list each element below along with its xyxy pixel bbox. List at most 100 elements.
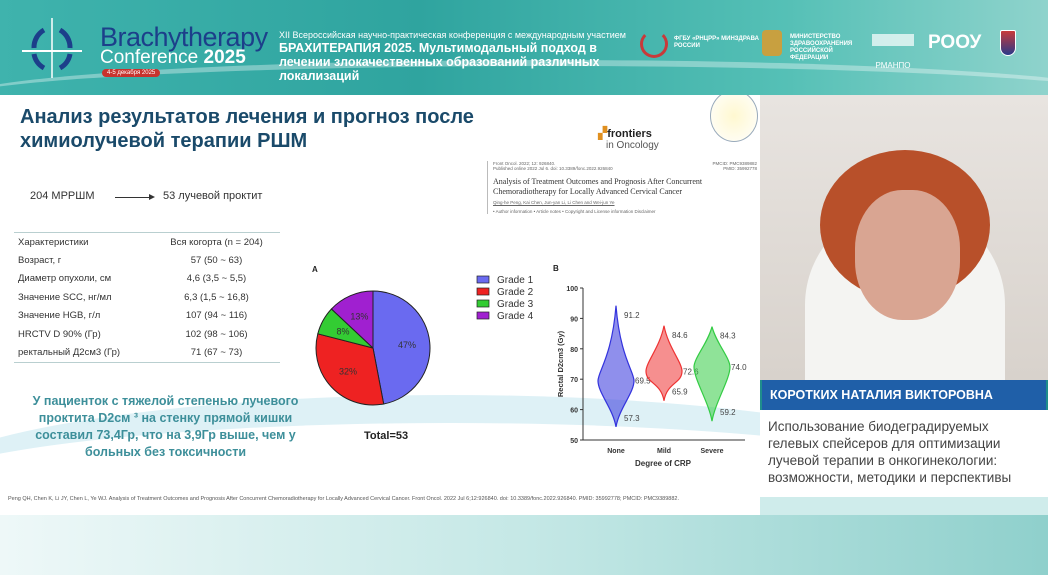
pie-label: 32% bbox=[339, 366, 357, 376]
legend-label: Grade 2 bbox=[497, 287, 534, 298]
shield-logo-icon bbox=[1000, 30, 1016, 56]
pie-label: 47% bbox=[398, 340, 416, 350]
presentation-slide: Анализ результатов лечения и прогноз пос… bbox=[0, 95, 760, 515]
y-tick-label: 100 bbox=[566, 286, 578, 293]
panel-label: B bbox=[553, 264, 559, 273]
min-label: 65.9 bbox=[672, 388, 688, 397]
table-cell: HRCTV D 90% (Гр) bbox=[18, 328, 101, 340]
conference-title: БРАХИТЕРАПИЯ 2025. Мультимодальный подхо… bbox=[279, 41, 600, 83]
min-label: 59.2 bbox=[720, 408, 736, 417]
y-tick-label: 50 bbox=[570, 438, 578, 445]
min-label: 57.3 bbox=[624, 414, 640, 423]
conference-header: Brachytherapy Conference 2025 4-5 декабр… bbox=[0, 0, 1048, 95]
table-header: Вся когорта (n = 204) bbox=[170, 236, 263, 248]
conference-subtitle: XII Всероссийская научно-практическая ко… bbox=[279, 30, 626, 40]
partner-roou: РООУ bbox=[928, 32, 982, 53]
y-tick-label: 70 bbox=[570, 377, 578, 384]
brand-year: 2025 bbox=[203, 47, 246, 68]
partner-minzdrav: МИНИСТЕРСТВО ЗДРАВООХРАНЕНИЯ РОССИЙСКОЙ … bbox=[762, 30, 872, 62]
y-tick-label: 60 bbox=[570, 408, 578, 415]
max-label: 91.2 bbox=[624, 311, 640, 320]
median-label: 74.0 bbox=[731, 363, 747, 372]
pie-label: 8% bbox=[337, 327, 350, 337]
article-pmid: PMID: 35992778 bbox=[723, 166, 757, 171]
violin-shape bbox=[645, 325, 683, 401]
max-label: 84.6 bbox=[672, 331, 688, 340]
article-pmcid: PMCID: PMC9389882 bbox=[712, 161, 757, 166]
table-cell: 57 (50 ~ 63) bbox=[190, 254, 243, 266]
partner-rncrr: ФГБУ «РНЦРР» МИНЗДРАВА РОССИИ bbox=[640, 30, 760, 58]
pie-slice bbox=[372, 290, 431, 405]
x-tick-label: Mild bbox=[657, 448, 671, 455]
table-header: Характеристики bbox=[18, 236, 89, 248]
table-cell: Значение HGB, г/л bbox=[18, 310, 101, 322]
article-title: Analysis of Treatment Outcomes and Progn… bbox=[493, 177, 703, 196]
x-tick-label: Severe bbox=[701, 448, 724, 455]
journal-logo: ▞frontiers in Oncology bbox=[598, 127, 659, 151]
brand-conference: Conference bbox=[100, 47, 204, 68]
partner-label: ФГБУ «РНЦРР» МИНЗДРАВА РОССИИ bbox=[674, 36, 759, 49]
brand-subtitle: Conference 2025 bbox=[100, 47, 246, 69]
arrow-right-icon bbox=[115, 194, 155, 200]
median-label: 69.5 bbox=[635, 377, 651, 386]
emblem-icon bbox=[762, 30, 782, 56]
rncrr-logo-icon bbox=[640, 30, 668, 58]
max-label: 84.3 bbox=[720, 332, 736, 341]
article-links: • Author information • Article notes • C… bbox=[493, 209, 656, 214]
article-authors: Qing-he Peng, Kai Chen, Jun-yan Li, Li C… bbox=[493, 200, 615, 205]
x-tick-label: None bbox=[607, 448, 625, 455]
legend-label: Grade 1 bbox=[497, 275, 534, 286]
speaker-face bbox=[855, 190, 960, 320]
x-axis-label: Degree of CRP bbox=[635, 459, 692, 468]
article-header: Front Oncol. 2022; 12: 926840. PMCID: PMC… bbox=[487, 161, 757, 214]
partner-label: МИНИСТЕРСТВО ЗДРАВООХРАНЕНИЯ РОССИЙСКОЙ … bbox=[790, 34, 853, 61]
flow-left: 204 МРРШМ bbox=[30, 190, 95, 202]
journal-name: frontiers bbox=[607, 128, 652, 140]
table-cell: 6,3 (1,5 ~ 16,8) bbox=[184, 291, 249, 303]
table-header-row: Характеристики Вся когорта (n = 204) bbox=[14, 233, 280, 252]
journal-sub: in Oncology bbox=[606, 140, 659, 151]
article-published: Published online 2022 Jul 6. doi: 10.338… bbox=[493, 166, 613, 171]
pie-total: Total=53 bbox=[364, 430, 409, 442]
footer-background bbox=[0, 515, 1048, 575]
table-row: Значение SCC, нг/мл 6,3 (1,5 ~ 16,8) bbox=[14, 288, 280, 307]
legend-swatch bbox=[476, 299, 490, 308]
table-cell: 71 (67 ~ 73) bbox=[190, 347, 243, 358]
date-badge: 4-5 декабря 2025 bbox=[102, 69, 161, 77]
legend-label: Grade 4 bbox=[497, 311, 534, 322]
table-cell: Значение SCC, нг/мл bbox=[18, 291, 112, 303]
panel-label: A bbox=[312, 265, 318, 274]
legend-swatch bbox=[476, 311, 490, 320]
table-cell: 107 (94 ~ 116) bbox=[185, 310, 248, 322]
y-axis-label: Rectal D2cm3 (Gy) bbox=[556, 330, 565, 397]
decorative-wave bbox=[0, 60, 1048, 95]
table-cell: 102 (98 ~ 106) bbox=[185, 328, 248, 340]
table-row: Значение HGB, г/л 107 (94 ~ 116) bbox=[14, 307, 280, 326]
legend-label: Grade 3 bbox=[497, 299, 534, 310]
table-row: HRCTV D 90% (Гр) 102 (98 ~ 106) bbox=[14, 325, 280, 344]
article-cite: Front Oncol. 2022; 12: 926840. bbox=[493, 161, 556, 166]
speaker-video bbox=[760, 95, 1048, 380]
pie-slice bbox=[330, 290, 374, 350]
characteristics-table: Характеристики Вся когорта (n = 204) Возр… bbox=[14, 232, 280, 363]
legend-swatch bbox=[476, 287, 490, 296]
violin-shape bbox=[597, 305, 635, 428]
table-cell: 4,6 (3,5 ~ 5,5) bbox=[186, 273, 247, 285]
table-row: Возраст, г 57 (50 ~ 63) bbox=[14, 251, 280, 270]
pie-label: 13% bbox=[350, 312, 368, 322]
talk-title: Использование биодеградируемых гелевых с… bbox=[760, 410, 1048, 497]
violin-shape bbox=[693, 326, 731, 422]
brand-title: Brachytherapy bbox=[100, 22, 268, 52]
conclusion-text: У пациенток с тяжелой степенью лучевого … bbox=[32, 394, 299, 459]
median-label: 72.6 bbox=[683, 367, 699, 376]
y-tick-label: 90 bbox=[570, 316, 578, 323]
background-strip bbox=[760, 497, 1048, 515]
slide-title: Анализ результатов лечения и прогноз пос… bbox=[20, 106, 474, 152]
institution-seal-icon bbox=[710, 95, 758, 142]
pie-slice bbox=[315, 333, 385, 406]
table-cell: ректальный Д2см3 (Гр) bbox=[18, 347, 121, 358]
table-cell: Возраст, г bbox=[18, 254, 62, 266]
speaker-name: КОРОТКИХ НАТАЛИЯ ВИКТОРОВНА bbox=[762, 380, 1046, 410]
y-tick-label: 80 bbox=[570, 347, 578, 354]
